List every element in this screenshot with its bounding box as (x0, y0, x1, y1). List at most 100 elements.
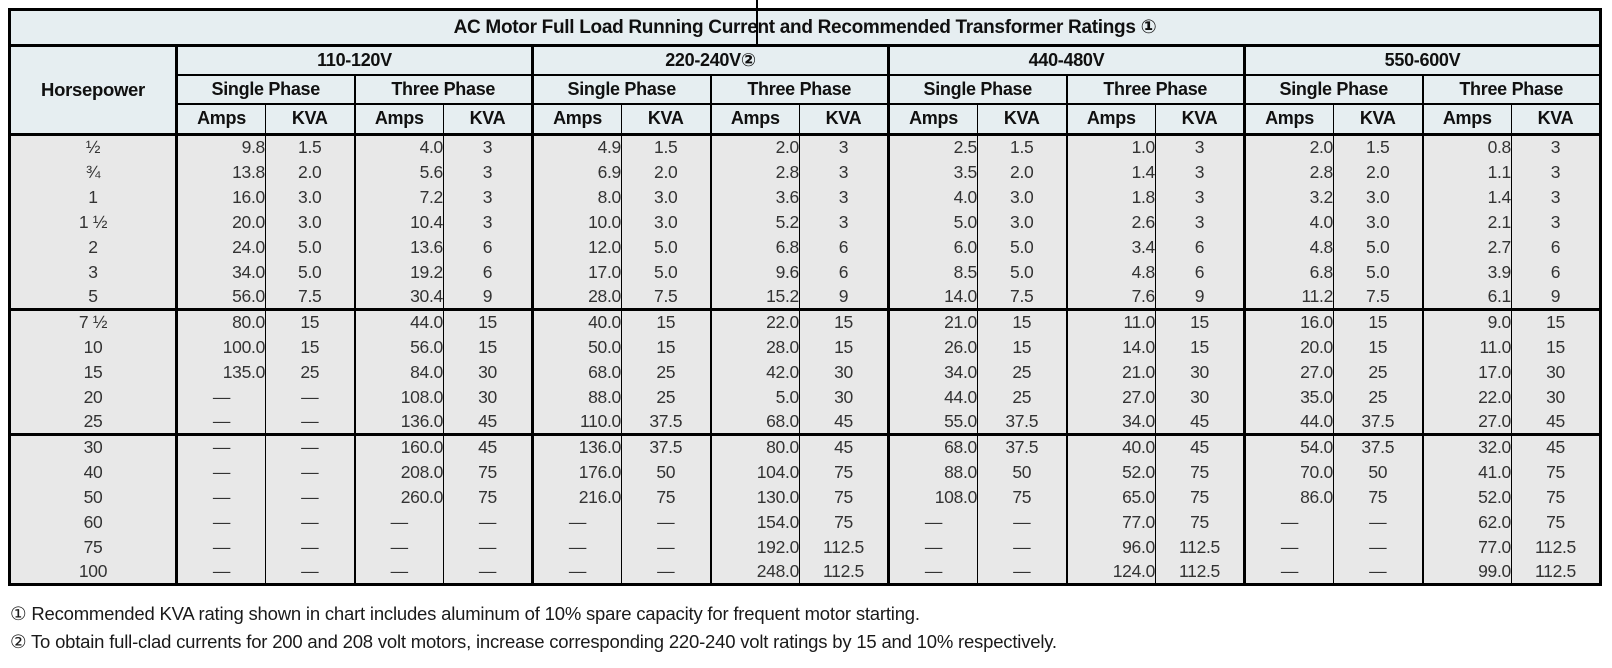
hp-cell: 75 (83, 536, 103, 557)
kva-cell: 112.5 (799, 559, 889, 585)
kva-cell: 7.5 (977, 284, 1067, 310)
amps-cell: 13.6 (353, 234, 444, 260)
kva-cell: 15 (1333, 334, 1423, 360)
amps-cell: 12.0 (531, 234, 622, 260)
amps-cell: 62.0 (1421, 509, 1512, 535)
kva-cell: 25 (1333, 384, 1423, 410)
amps-cell: 5.0 (887, 209, 978, 235)
voltage-header-row: Horsepower 110-120V 220-240V② 440-480V 5… (9, 45, 1601, 136)
voltage-group-220-240: 220-240V② (531, 45, 889, 76)
amps-cell: 1.1 (1421, 159, 1512, 185)
amps-cell: 27.0 (1065, 384, 1156, 410)
kva-cell: 75 (799, 459, 889, 485)
kva-cell: 5.0 (621, 234, 711, 260)
kva-cell: 30 (443, 384, 533, 410)
kva-cell: 15 (977, 308, 1067, 335)
kva-cell: 30 (1511, 384, 1601, 410)
amps-cell: — (353, 559, 444, 585)
kva-cell: 5.0 (265, 259, 355, 285)
kva-cell: 3 (1511, 209, 1601, 235)
kva-cell: 15 (265, 308, 355, 335)
amps-cell: 15.2 (709, 284, 800, 310)
kva-cell: 5.0 (977, 259, 1067, 285)
kva-cell: 25 (1333, 359, 1423, 385)
kva-cell: — (443, 509, 533, 535)
kva-cell: 1.5 (1333, 134, 1423, 160)
kva-cell: — (977, 509, 1067, 535)
kva-cell: 45 (443, 433, 533, 460)
amps-cell: 52.0 (1065, 459, 1156, 485)
amps-header: Amps (1243, 103, 1334, 136)
amps-cell: 100.0 (175, 334, 266, 360)
amps-cell: 1.4 (1065, 159, 1156, 185)
kva-cell: 25 (977, 359, 1067, 385)
amps-cell: 11.2 (1243, 284, 1334, 310)
kva-cell: 75 (1511, 459, 1601, 485)
amps-cell: — (175, 484, 266, 510)
amps-cell: 2.8 (1243, 159, 1334, 185)
amps-cell: 34.0 (1065, 409, 1156, 435)
kva-header: KVA (1511, 103, 1601, 136)
kva-cell: 3 (443, 159, 533, 185)
kva-header: KVA (1333, 103, 1423, 136)
amps-cell: 248.0 (709, 559, 800, 585)
amps-header: Amps (175, 103, 266, 136)
amps-cell: 6.0 (887, 234, 978, 260)
amps-cell: 3.4 (1065, 234, 1156, 260)
table-row: 2 24.0 5.0 13.6 6 12.0 5.0 6.8 6 6.0 5.0 3.4 6 4.8 5.0… (10, 234, 1601, 260)
kva-cell: 3 (1511, 159, 1601, 185)
kva-cell: 37.5 (621, 433, 711, 460)
kva-cell: 15 (621, 334, 711, 360)
amps-cell: 5.0 (709, 384, 800, 410)
amps-cell: 28.0 (531, 284, 622, 310)
kva-cell: 6 (1155, 259, 1245, 285)
kva-cell: 112.5 (1155, 534, 1245, 560)
kva-cell: — (265, 433, 355, 460)
kva-cell: 3.0 (1333, 184, 1423, 210)
phase-header: Three Phase (709, 74, 889, 105)
kva-cell: 15 (443, 308, 533, 335)
kva-cell: 7.5 (265, 284, 355, 310)
amps-header: Amps (531, 103, 622, 136)
amps-cell: 5.6 (353, 159, 444, 185)
hp-cell: 7 ½ (9, 308, 177, 335)
amps-cell: 4.0 (1243, 209, 1334, 235)
amps-cell: 28.0 (709, 334, 800, 360)
kva-cell: — (265, 559, 355, 585)
kva-cell: 9 (1155, 284, 1245, 310)
amps-cell: — (887, 534, 978, 560)
amps-cell: 99.0 (1421, 559, 1512, 585)
kva-cell: 2.0 (621, 159, 711, 185)
amps-cell: 135.0 (175, 359, 266, 385)
phase-header: Single Phase (175, 74, 355, 105)
amps-cell: 26.0 (887, 334, 978, 360)
amps-cell: 24.0 (175, 234, 266, 260)
voltage-group-550-600: 550-600V (1243, 45, 1601, 76)
kva-cell: — (265, 509, 355, 535)
kva-cell: 37.5 (621, 409, 711, 435)
kva-cell: 37.5 (977, 409, 1067, 435)
hp-cell: ½ (85, 137, 101, 158)
amps-cell: 68.0 (709, 409, 800, 435)
amps-cell: 110.0 (531, 409, 622, 435)
table-row: 40— —208.0 75 176.0 50 104.0 75 88.0 50 52.0 75 70.… (10, 459, 1601, 485)
kva-cell: 37.5 (1333, 409, 1423, 435)
kva-cell: 50 (621, 459, 711, 485)
amps-cell: 96.0 (1065, 534, 1156, 560)
amps-cell: 11.0 (1065, 308, 1156, 335)
kva-cell: 3 (799, 209, 889, 235)
amps-cell: 35.0 (1243, 384, 1334, 410)
amps-cell: 44.0 (887, 384, 978, 410)
amps-cell: 11.0 (1421, 334, 1512, 360)
kva-cell: 75 (443, 484, 533, 510)
kva-cell: — (1333, 509, 1423, 535)
amps-cell: 2.0 (1243, 134, 1334, 160)
kva-cell: 7.5 (1333, 284, 1423, 310)
amps-header: Amps (887, 103, 978, 136)
amps-cell: 216.0 (531, 484, 622, 510)
amps-cell: — (175, 509, 266, 535)
amps-cell: 108.0 (353, 384, 444, 410)
kva-cell: 5.0 (621, 259, 711, 285)
kva-cell: 15 (1155, 308, 1245, 335)
kva-cell: 75 (1155, 484, 1245, 510)
